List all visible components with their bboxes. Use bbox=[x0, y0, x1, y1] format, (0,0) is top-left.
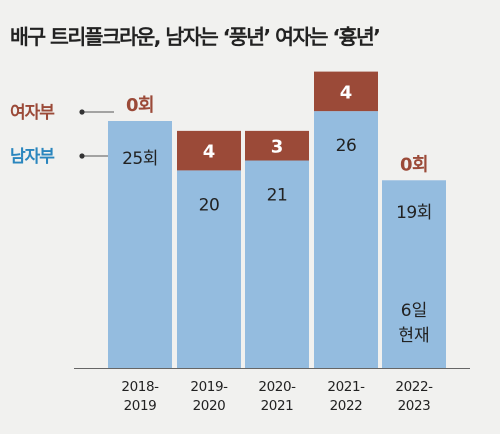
value-label-women-1: 4 bbox=[203, 142, 216, 163]
x-tick-label-2-line1: 2020- bbox=[258, 379, 296, 395]
value-label-men-1: 20 bbox=[199, 195, 220, 215]
value-label-men-2: 21 bbox=[267, 186, 288, 206]
bar-women-2 bbox=[245, 130, 309, 161]
x-tick-label-3-line1: 2021- bbox=[327, 379, 365, 395]
x-tick-label-2-line2: 2021 bbox=[261, 398, 294, 414]
x-tick-label-4-line1: 2022- bbox=[395, 379, 433, 395]
value-label-women-2: 3 bbox=[271, 137, 284, 158]
x-tick-label-1-line1: 2019- bbox=[190, 379, 228, 395]
bar-women-3 bbox=[314, 71, 378, 112]
value-label-men-0: 25회 bbox=[122, 149, 158, 169]
x-tick-label-0-line2: 2019 bbox=[124, 398, 157, 414]
x-tick-labels: 2018- 2019 2019- 2020 2020- 2021 2021- 2022 2022… bbox=[121, 379, 433, 414]
value-label-men-3: 26 bbox=[336, 136, 357, 156]
x-tick-label-1-line2: 2020 bbox=[193, 398, 226, 414]
bars bbox=[108, 71, 446, 369]
chart-title: 배구 트리플크라운, 남자는 ‘풍년’ 여자는 ‘흉년’ bbox=[10, 25, 381, 49]
value-label-men-4: 19회 bbox=[396, 203, 432, 223]
value-label-women-3: 4 bbox=[340, 82, 353, 103]
bar-men-3 bbox=[314, 111, 378, 369]
bar-men-1 bbox=[177, 170, 241, 368]
bar-men-2 bbox=[245, 160, 309, 368]
value-label-women-0: 0회 bbox=[126, 95, 154, 116]
annotation-line1: 6일 bbox=[401, 301, 427, 321]
legend-label-men: 남자부 bbox=[10, 147, 55, 167]
x-tick-label-3-line2: 2022 bbox=[330, 398, 363, 414]
annotation-line2: 현재 bbox=[398, 326, 429, 346]
value-label-women-4: 0회 bbox=[400, 154, 428, 175]
legend-label-women: 여자부 bbox=[10, 103, 55, 123]
legend-dot-women bbox=[79, 109, 85, 115]
bar-men-0 bbox=[108, 121, 172, 368]
bar-women-1 bbox=[177, 130, 241, 171]
legend-dot-men bbox=[79, 153, 85, 159]
x-tick-label-0-line1: 2018- bbox=[121, 379, 159, 395]
x-tick-label-4-line2: 2023 bbox=[398, 398, 431, 414]
bar-men-4 bbox=[382, 180, 446, 368]
